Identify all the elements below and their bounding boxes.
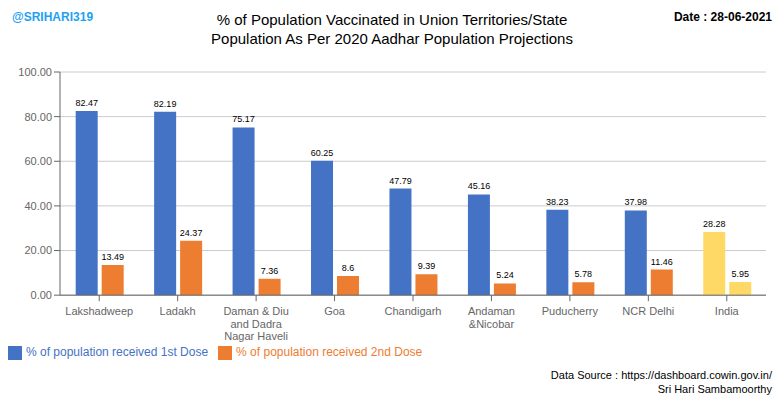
svg-text:82.47: 82.47: [75, 98, 98, 108]
svg-text:38.23: 38.23: [546, 197, 569, 207]
svg-text:60.00: 60.00: [24, 155, 52, 167]
svg-text:60.25: 60.25: [311, 148, 334, 158]
svg-text:0.00: 0.00: [31, 289, 52, 301]
svg-text:8.6: 8.6: [342, 263, 355, 273]
svg-text:82.19: 82.19: [154, 99, 177, 109]
svg-text:11.46: 11.46: [651, 257, 673, 267]
svg-text:India: India: [715, 305, 740, 317]
svg-text:20.00: 20.00: [24, 244, 52, 256]
html-text:Data Source : https://dashboar: Data Source : https://dashboard.cowin.go…: [550, 369, 772, 395]
html-text:% of population received 1st D: % of population received 1st Dose: [26, 345, 209, 360]
svg-text:Chandigarh: Chandigarh: [385, 305, 442, 317]
html-text:% of Population Vaccinated in: % of Population Vaccinated in Union Terr…: [216, 11, 568, 28]
svg-text:7.36: 7.36: [261, 266, 279, 276]
svg-text:Ladakh: Ladakh: [160, 305, 196, 317]
svg-text:9.39: 9.39: [418, 261, 436, 271]
svg-text:Goa: Goa: [324, 305, 346, 317]
svg-text:28.28: 28.28: [703, 219, 726, 229]
svg-text:45.16: 45.16: [468, 181, 491, 191]
svg-text:5.24: 5.24: [496, 270, 514, 280]
html-text:@SRIHARI319: @SRIHARI319: [12, 10, 94, 24]
svg-text:Puducherry: Puducherry: [542, 305, 599, 317]
svg-text:100.00: 100.00: [18, 66, 52, 78]
svg-text:40.00: 40.00: [24, 200, 52, 212]
svg-text:13.49: 13.49: [101, 252, 124, 262]
svg-text:Andaman&Nicobar: Andaman&Nicobar: [468, 305, 515, 330]
svg-text:Lakshadweep: Lakshadweep: [65, 305, 133, 317]
svg-text:24.37: 24.37: [180, 228, 203, 238]
html-text:Population As Per 2020 Aadhar: Population As Per 2020 Aadhar Population…: [211, 30, 573, 47]
svg-text:75.17: 75.17: [232, 114, 255, 124]
svg-text:NCR Delhi: NCR Delhi: [622, 305, 674, 317]
svg-text:80.00: 80.00: [24, 111, 52, 123]
html-text:% of population received 2nd D: % of population received 2nd Dose: [236, 345, 423, 360]
svg-text:5.95: 5.95: [731, 269, 749, 279]
svg-text:37.98: 37.98: [625, 197, 648, 207]
svg-text:5.78: 5.78: [575, 269, 593, 279]
svg-text:47.79: 47.79: [389, 176, 412, 186]
html-text:Date : 28-06-2021: Date : 28-06-2021: [673, 10, 772, 24]
svg-text:Daman & Diuand DadraNagar Have: Daman & Diuand DadraNagar Haveli: [223, 305, 288, 342]
